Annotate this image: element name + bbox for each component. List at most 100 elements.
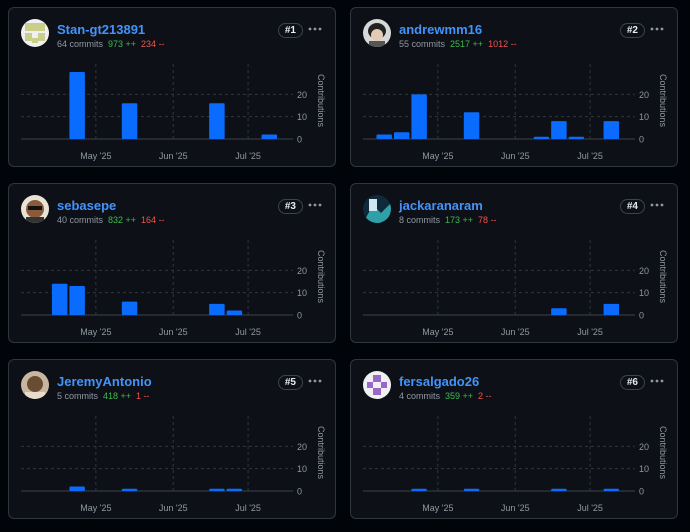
x-tick-label: May '25 bbox=[80, 327, 111, 337]
commit-count[interactable]: 4 commits bbox=[399, 391, 441, 401]
y-axis-label: Contributions bbox=[316, 250, 326, 304]
commit-count[interactable]: 5 commits bbox=[57, 391, 99, 401]
x-tick-label: Jun '25 bbox=[159, 151, 188, 161]
deletions-count: 234 -- bbox=[141, 39, 165, 49]
commit-count[interactable]: 8 commits bbox=[399, 215, 441, 225]
rank-badge: #3 bbox=[277, 199, 303, 214]
contribution-bar[interactable] bbox=[551, 488, 567, 491]
contribution-bar[interactable] bbox=[121, 488, 138, 491]
deletions-count: 2 -- bbox=[478, 391, 492, 401]
avatar-image bbox=[363, 19, 391, 47]
contribution-bar[interactable] bbox=[411, 488, 427, 491]
rank-badge: #2 bbox=[619, 23, 645, 38]
rank-badge: #5 bbox=[277, 375, 303, 390]
avatar[interactable] bbox=[363, 19, 391, 47]
contribution-bar[interactable] bbox=[51, 283, 68, 315]
y-tick-label: 20 bbox=[297, 266, 307, 276]
deletions-count: 1 -- bbox=[136, 391, 150, 401]
additions-count: 2517 ++ bbox=[450, 39, 484, 49]
additions-count: 832 ++ bbox=[108, 215, 137, 225]
y-tick-label: 20 bbox=[639, 90, 649, 100]
contributor-username-link[interactable]: andrewmm16 bbox=[399, 22, 483, 37]
x-tick-label: Jul '25 bbox=[235, 151, 261, 161]
kebab-menu-icon[interactable] bbox=[307, 373, 323, 389]
contribution-bar[interactable] bbox=[533, 136, 550, 139]
x-tick-label: Jun '25 bbox=[159, 327, 188, 337]
contribution-bar[interactable] bbox=[376, 134, 392, 139]
y-tick-label: 20 bbox=[639, 266, 649, 276]
contribution-bar[interactable] bbox=[463, 112, 480, 139]
kebab-menu-icon[interactable] bbox=[649, 373, 665, 389]
contributor-stats: 40 commits 832 ++ 164 -- bbox=[57, 215, 165, 225]
rank-badge: #1 bbox=[277, 23, 303, 38]
avatar[interactable] bbox=[21, 19, 49, 47]
avatar[interactable] bbox=[21, 371, 49, 399]
contribution-bar[interactable] bbox=[393, 132, 410, 139]
x-tick-label: Jul '25 bbox=[577, 151, 603, 161]
contributor-card: Stan-gt213891 64 commits 973 ++ 234 -- #1 20 1… bbox=[8, 7, 336, 167]
contribution-bar[interactable] bbox=[209, 303, 225, 315]
contribution-bar[interactable] bbox=[603, 488, 620, 491]
contribution-bar[interactable] bbox=[69, 72, 85, 139]
x-tick-label: Jul '25 bbox=[577, 503, 603, 513]
additions-count: 973 ++ bbox=[108, 39, 137, 49]
contributor-username-link[interactable]: JeremyAntonio bbox=[57, 374, 152, 389]
y-tick-label: 0 bbox=[639, 135, 644, 145]
contribution-bar[interactable] bbox=[69, 285, 85, 315]
x-tick-label: May '25 bbox=[422, 503, 453, 513]
contribution-bar[interactable] bbox=[603, 121, 620, 139]
contribution-bar[interactable] bbox=[226, 488, 243, 491]
contribution-bar[interactable] bbox=[463, 488, 480, 491]
commit-count[interactable]: 55 commits bbox=[399, 39, 446, 49]
y-tick-label: 0 bbox=[297, 135, 302, 145]
avatar[interactable] bbox=[363, 195, 391, 223]
contribution-bar[interactable] bbox=[568, 136, 585, 139]
y-tick-label: 10 bbox=[297, 288, 307, 298]
contribution-bar[interactable] bbox=[603, 303, 620, 315]
y-axis-label: Contributions bbox=[658, 74, 668, 128]
y-tick-label: 20 bbox=[639, 442, 649, 452]
x-tick-label: May '25 bbox=[422, 327, 453, 337]
kebab-menu-icon[interactable] bbox=[649, 21, 665, 37]
avatar[interactable] bbox=[363, 371, 391, 399]
contributions-chart: 20 10 0 May '25 Jun '25 Jul '25 Contributions bbox=[21, 64, 326, 161]
avatar-image bbox=[363, 195, 391, 223]
contribution-bar[interactable] bbox=[69, 486, 85, 491]
kebab-menu-icon[interactable] bbox=[307, 21, 323, 37]
contribution-bar[interactable] bbox=[551, 308, 567, 315]
contribution-bar[interactable] bbox=[121, 301, 138, 315]
contributions-chart: 20 10 0 May '25 Jun '25 Jul '25 Contributions bbox=[363, 240, 668, 337]
y-tick-label: 10 bbox=[639, 464, 649, 474]
contribution-bar[interactable] bbox=[121, 103, 138, 139]
contribution-bar[interactable] bbox=[411, 94, 427, 139]
y-tick-label: 20 bbox=[297, 442, 307, 452]
contributor-stats: 8 commits 173 ++ 78 -- bbox=[399, 215, 497, 225]
contributor-username-link[interactable]: sebasepe bbox=[57, 198, 117, 213]
contributor-stats: 4 commits 359 ++ 2 -- bbox=[399, 391, 492, 401]
contributions-chart: 20 10 0 May '25 Jun '25 Jul '25 Contributions bbox=[21, 416, 326, 513]
contributor-stats: 64 commits 973 ++ 234 -- bbox=[57, 39, 165, 49]
contribution-bar[interactable] bbox=[551, 121, 567, 139]
y-tick-label: 10 bbox=[297, 112, 307, 122]
contributor-username-link[interactable]: fersalgado26 bbox=[399, 374, 480, 389]
y-tick-label: 10 bbox=[639, 288, 649, 298]
contributor-username-link[interactable]: Stan-gt213891 bbox=[57, 22, 146, 37]
contribution-bar[interactable] bbox=[226, 310, 243, 315]
contributor-stats: 55 commits 2517 ++ 1012 -- bbox=[399, 39, 517, 49]
deletions-count: 164 -- bbox=[141, 215, 165, 225]
contributor-username-link[interactable]: jackaranaram bbox=[399, 198, 483, 213]
contributor-card: jackaranaram 8 commits 173 ++ 78 -- #4 20 10 0 M… bbox=[350, 183, 678, 343]
contributor-card: fersalgado26 4 commits 359 ++ 2 -- #6 20 10 0 Ma… bbox=[350, 359, 678, 519]
commit-count[interactable]: 40 commits bbox=[57, 215, 104, 225]
kebab-menu-icon[interactable] bbox=[649, 197, 665, 213]
avatar[interactable] bbox=[21, 195, 49, 223]
x-tick-label: Jun '25 bbox=[159, 503, 188, 513]
contribution-bar[interactable] bbox=[209, 488, 225, 491]
kebab-menu-icon[interactable] bbox=[307, 197, 323, 213]
contributions-chart: 20 10 0 May '25 Jun '25 Jul '25 Contributions bbox=[363, 416, 668, 513]
y-tick-label: 10 bbox=[297, 464, 307, 474]
contribution-bar[interactable] bbox=[261, 134, 278, 139]
additions-count: 173 ++ bbox=[445, 215, 474, 225]
contribution-bar[interactable] bbox=[209, 103, 225, 139]
commit-count[interactable]: 64 commits bbox=[57, 39, 104, 49]
